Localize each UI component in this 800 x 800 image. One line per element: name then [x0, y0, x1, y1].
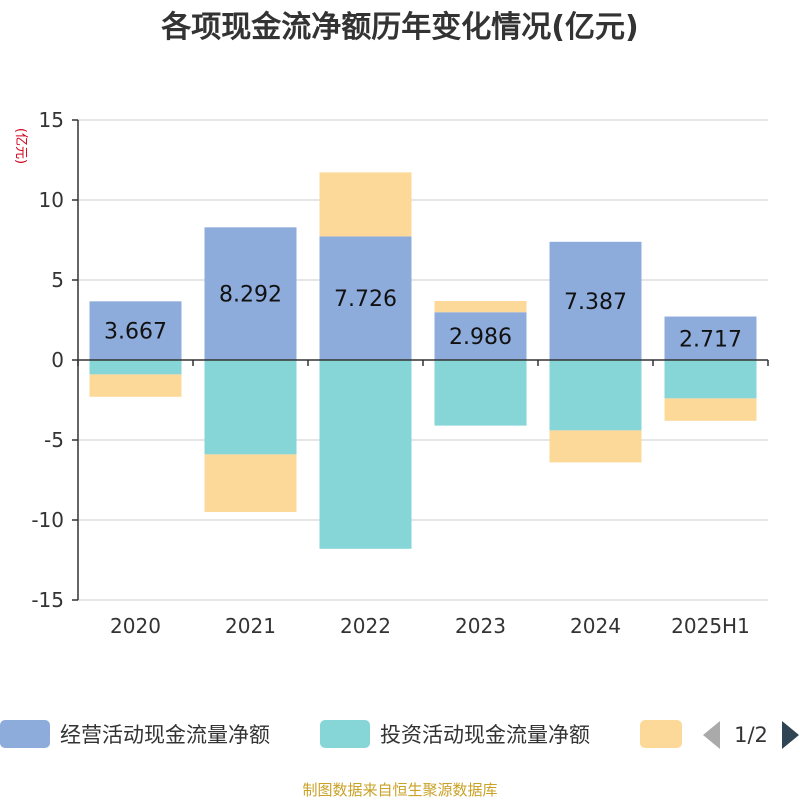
bar-segment-2020-s1[interactable]	[89, 360, 182, 375]
legend-item-operating[interactable]: 经营活动现金流量净额	[0, 720, 270, 748]
x-tick-label-2025H1: 2025H1	[671, 614, 750, 638]
y-tick-label: -10	[31, 508, 64, 532]
y-tick-label: 0	[51, 348, 64, 372]
legend-item-financing[interactable]	[640, 720, 682, 748]
y-tick-label: -5	[44, 428, 64, 452]
value-label-2025H1: 2.717	[679, 327, 742, 352]
value-label-2024: 7.387	[564, 290, 627, 315]
legend-label-investing: 投资活动现金流量净额	[380, 723, 590, 747]
bar-segment-2020-s0[interactable]	[89, 301, 182, 360]
x-tick-labels: 2020 2021 2022 2023 2024 2025H1	[110, 614, 750, 638]
legend: 经营活动现金流量净额 投资活动现金流量净额 1/2	[0, 720, 799, 749]
value-label-2023: 2.986	[449, 325, 512, 350]
value-labels: 3.667 8.292 7.726 2.986 7.387 2.717	[104, 283, 742, 353]
y-tick-label: -15	[31, 588, 64, 612]
legend-next-page-icon[interactable]	[782, 721, 799, 749]
bar-segment-2024-s1[interactable]	[549, 360, 642, 431]
grid-lines	[78, 119, 768, 601]
bar-segment-2025H1-s2[interactable]	[664, 398, 757, 421]
x-tick-label-2022: 2022	[340, 614, 391, 638]
legend-swatch-financing	[640, 720, 682, 748]
bar-segment-2020-s2[interactable]	[89, 374, 182, 397]
x-tick-label-2020: 2020	[110, 614, 161, 638]
value-label-2022: 7.726	[334, 287, 397, 312]
x-tick-label-2021: 2021	[225, 614, 276, 638]
legend-prev-page-icon[interactable]	[703, 721, 720, 749]
bar-segment-2023-s2[interactable]	[434, 301, 527, 313]
bar-segment-2022-s2[interactable]	[319, 172, 412, 237]
bars-group	[89, 172, 757, 549]
bar-segment-2023-s1[interactable]	[434, 360, 527, 426]
legend-item-investing[interactable]: 投资活动现金流量净额	[320, 720, 590, 748]
bar-segment-2022-s0[interactable]	[319, 236, 412, 360]
bar-segment-2025H1-s0[interactable]	[664, 316, 757, 360]
legend-label-operating: 经营活动现金流量净额	[60, 723, 270, 747]
bar-segment-2025H1-s1[interactable]	[664, 360, 757, 399]
bar-segment-2024-s2[interactable]	[549, 430, 642, 463]
value-label-2021: 8.292	[219, 283, 282, 308]
y-tick-labels: 15 10 5 0 -5 -10 -15	[31, 108, 64, 612]
bar-segment-2022-s1[interactable]	[319, 360, 412, 549]
bar-segment-2024-s0[interactable]	[549, 241, 642, 360]
y-tick-label: 15	[39, 108, 64, 132]
x-tick-label-2023: 2023	[455, 614, 506, 638]
y-tick-label: 5	[51, 268, 64, 292]
value-label-2020: 3.667	[104, 320, 167, 345]
bar-segment-2021-s1[interactable]	[204, 360, 297, 455]
y-tick-label: 10	[39, 188, 64, 212]
bar-segment-2021-s0[interactable]	[204, 227, 297, 360]
axes	[72, 119, 769, 601]
legend-swatch-operating	[0, 720, 50, 748]
bar-segment-2021-s2[interactable]	[204, 454, 297, 512]
legend-page-indicator: 1/2	[734, 723, 768, 747]
legend-swatch-investing	[320, 720, 370, 748]
x-tick-label-2024: 2024	[570, 614, 621, 638]
bar-segment-2023-s0[interactable]	[434, 312, 527, 360]
chart-title: 各项现金流净额历年变化情况(亿元)	[160, 10, 638, 45]
y-axis-unit: (亿元)	[13, 128, 28, 164]
data-source-note: 制图数据来自恒生聚源数据库	[302, 781, 497, 799]
